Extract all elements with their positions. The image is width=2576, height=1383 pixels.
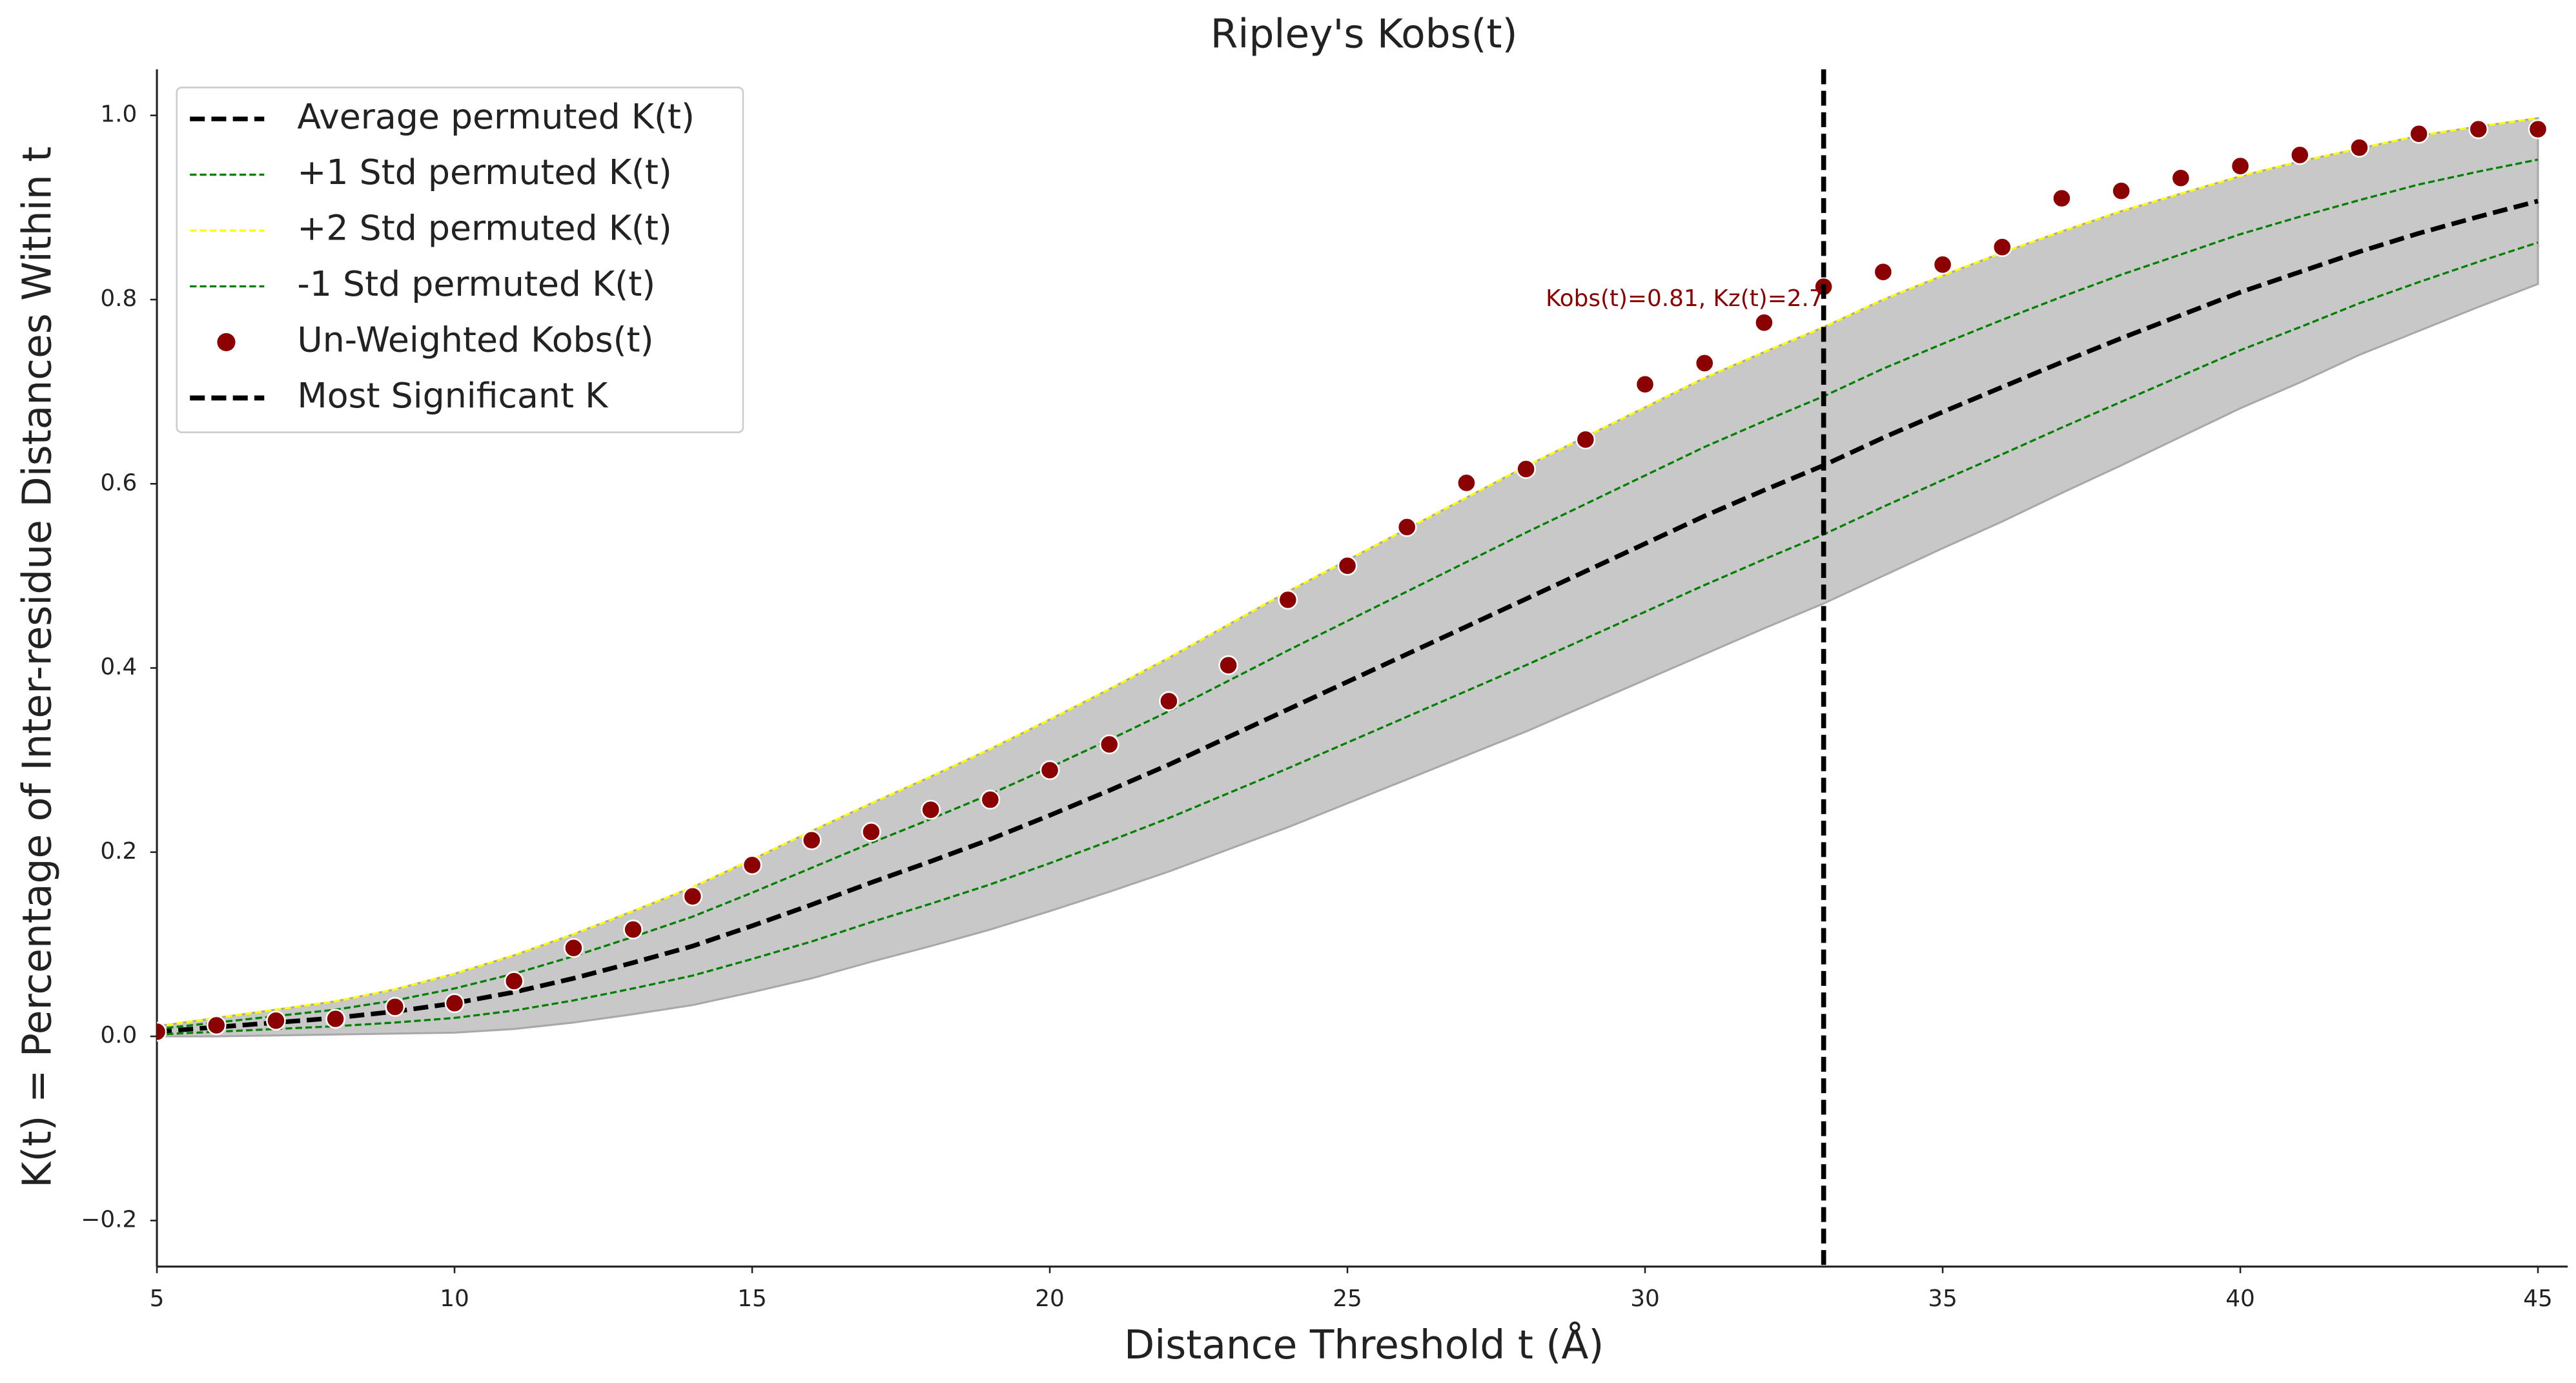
scatter-point (2230, 156, 2251, 176)
scatter-point (1754, 312, 1774, 333)
scatter-point (980, 790, 1001, 810)
scatter-point (2289, 145, 2310, 165)
scatter-point (2349, 138, 2369, 158)
y-tick-label: 0.0 (100, 1022, 137, 1049)
legend-label: +2 Std permuted K(t) (297, 208, 671, 249)
scatter-point (564, 937, 584, 958)
scatter-point (1218, 655, 1238, 675)
legend: Average permuted K(t) +1 Std permuted K(t… (176, 87, 744, 433)
scatter-point (2171, 168, 2191, 189)
scatter-point (1516, 459, 1536, 479)
scatter-point (1396, 517, 1417, 537)
scatter-point (801, 830, 822, 850)
x-tick-label: 40 (2225, 1286, 2255, 1312)
legend-label: Average permuted K(t) (297, 96, 694, 137)
scatter-point (623, 919, 643, 939)
legend-label: Un-Weighted Kobs(t) (297, 320, 653, 360)
x-tick-label: 20 (1035, 1286, 1065, 1312)
y-tick-label: 1.0 (100, 101, 137, 128)
scatter-point (1575, 429, 1596, 450)
scatter-point (2111, 181, 2131, 201)
chart-title: Ripley's Kobs(t) (1211, 11, 1518, 57)
line-series (157, 158, 2539, 1030)
x-tick-label: 15 (737, 1286, 767, 1312)
x-tick-label: 10 (440, 1286, 469, 1312)
legend-label: +1 Std permuted K(t) (297, 152, 671, 192)
y-tick-label: 0.6 (100, 469, 137, 496)
scatter-point (742, 855, 762, 876)
x-axis-title: Distance Threshold t (Å) (1124, 1321, 1604, 1368)
x-tick-label: 45 (2523, 1286, 2553, 1312)
legend-box (176, 87, 744, 433)
scatter-point (266, 1010, 286, 1031)
scatter-point (2409, 123, 2429, 144)
scatter-point (504, 971, 524, 991)
scatter-point (682, 886, 703, 907)
scatter-point (1932, 254, 1953, 275)
x-tick-label: 30 (1630, 1286, 1660, 1312)
legend-label: Most Significant K (297, 375, 609, 416)
scatter-point (1992, 237, 2012, 258)
scatter-point (861, 822, 881, 842)
scatter-point (1873, 261, 1894, 282)
scatter-point (2468, 119, 2489, 139)
scatter-point (921, 799, 941, 820)
line-series (157, 241, 2539, 1036)
scatter-point (157, 1021, 167, 1042)
scatter-point (385, 997, 405, 1017)
y-tick-label: 0.2 (100, 838, 137, 865)
scatter-point (2528, 119, 2548, 139)
scatter-point (1159, 691, 1179, 712)
x-tick-label: 35 (1928, 1286, 1958, 1312)
scatter-point (206, 1015, 227, 1036)
y-tick-label: −0.2 (81, 1206, 137, 1233)
legend-label: -1 Std permuted K(t) (297, 263, 655, 304)
scatter-point (325, 1009, 345, 1029)
annotation: Kobs(t)=0.81, Kz(t)=2.7 (1546, 285, 1824, 312)
scatter-point (1635, 374, 1655, 394)
scatter-point (1337, 555, 1358, 576)
x-tick-label: 25 (1333, 1286, 1362, 1312)
y-tick-label: 0.8 (100, 285, 137, 312)
scatter-point (1039, 760, 1060, 781)
scatter-point (1457, 473, 1477, 493)
x-tick-label: 5 (150, 1286, 165, 1312)
legend-marker (217, 333, 236, 352)
y-axis-title: K(t) = Percentage of Inter-residue Dista… (15, 147, 61, 1188)
scatter-point (1694, 353, 1715, 373)
line-series (157, 198, 2539, 1034)
scatter-point (444, 993, 465, 1014)
y-tick-label: 0.4 (100, 654, 137, 681)
scatter-point (1099, 734, 1119, 755)
plot-area (157, 117, 2548, 1042)
scatter-point (1278, 589, 1298, 610)
scatter-point (2052, 188, 2072, 209)
